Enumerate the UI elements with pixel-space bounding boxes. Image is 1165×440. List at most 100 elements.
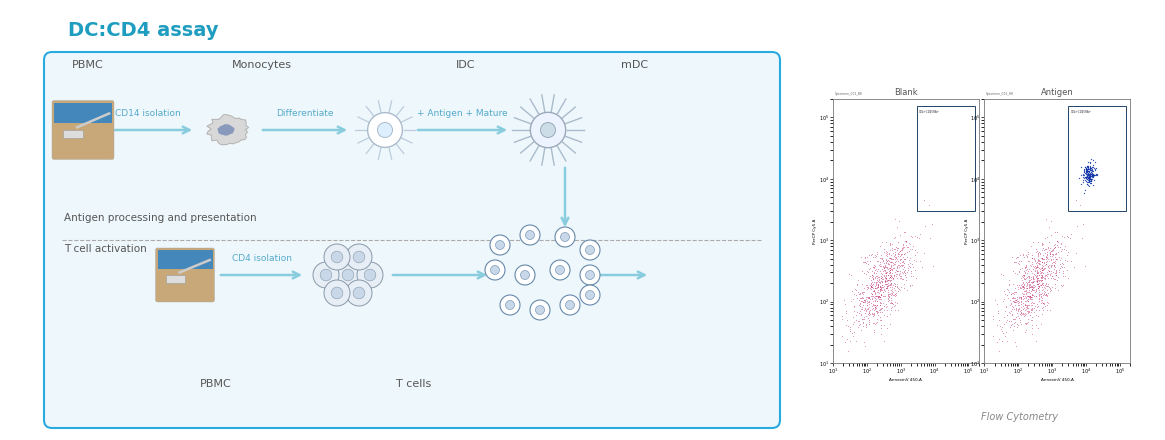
- Point: [896, 269, 915, 276]
- Point: [890, 271, 909, 279]
- Point: [867, 281, 885, 288]
- Text: + Antigen + Mature: + Antigen + Mature: [417, 109, 508, 118]
- Title: Antigen: Antigen: [1040, 88, 1074, 97]
- Point: [874, 275, 892, 282]
- Point: [875, 264, 894, 271]
- Point: [1011, 301, 1030, 308]
- Point: [1023, 275, 1042, 282]
- Point: [859, 282, 877, 289]
- Point: [881, 284, 899, 291]
- Point: [1039, 245, 1058, 252]
- Point: [1033, 270, 1052, 277]
- Point: [1026, 271, 1045, 279]
- Point: [878, 283, 897, 290]
- Point: [1015, 310, 1033, 317]
- Point: [1072, 164, 1090, 171]
- Point: [883, 267, 902, 274]
- Point: [890, 255, 909, 262]
- Point: [1032, 269, 1051, 276]
- Point: [1010, 304, 1029, 312]
- Point: [1022, 287, 1040, 294]
- Point: [1033, 273, 1052, 280]
- Point: [870, 302, 889, 309]
- Point: [1029, 253, 1047, 260]
- Point: [1037, 286, 1055, 293]
- Point: [1082, 164, 1101, 171]
- Point: [869, 295, 888, 302]
- Point: [1078, 162, 1096, 169]
- Point: [871, 275, 890, 282]
- Point: [866, 288, 884, 295]
- Point: [1026, 259, 1045, 266]
- Circle shape: [586, 290, 594, 300]
- Point: [860, 294, 878, 301]
- Point: [1043, 272, 1061, 279]
- Point: [1021, 296, 1039, 303]
- Point: [868, 284, 887, 291]
- Point: [1082, 175, 1101, 182]
- Circle shape: [580, 265, 600, 285]
- Point: [1009, 293, 1028, 301]
- Point: [890, 271, 909, 278]
- Point: [993, 337, 1011, 344]
- Point: [1016, 268, 1035, 275]
- Point: [1028, 262, 1046, 269]
- Point: [1011, 309, 1030, 316]
- Point: [849, 322, 868, 329]
- Point: [863, 288, 882, 295]
- Point: [855, 338, 874, 345]
- Point: [857, 253, 876, 260]
- Point: [1036, 285, 1054, 292]
- Point: [1036, 273, 1054, 280]
- Point: [885, 216, 904, 223]
- Point: [866, 301, 884, 308]
- Point: [1009, 305, 1028, 312]
- Point: [1018, 281, 1037, 288]
- Point: [863, 271, 882, 279]
- Point: [859, 295, 877, 302]
- Point: [1046, 228, 1065, 235]
- Point: [1075, 168, 1094, 175]
- Point: [1019, 274, 1038, 281]
- Point: [894, 258, 912, 265]
- Point: [880, 276, 898, 283]
- Point: [1040, 250, 1059, 257]
- Circle shape: [365, 269, 376, 281]
- Point: [878, 249, 897, 256]
- Point: [842, 330, 861, 337]
- Point: [1037, 246, 1055, 253]
- Point: [842, 298, 861, 305]
- Point: [1036, 264, 1054, 271]
- Point: [863, 272, 882, 279]
- Point: [1018, 319, 1037, 326]
- Point: [1011, 285, 1030, 292]
- Point: [875, 303, 894, 310]
- Point: [1044, 247, 1062, 254]
- Point: [1057, 247, 1075, 254]
- Point: [847, 312, 866, 319]
- Point: [1032, 267, 1051, 274]
- Point: [885, 299, 904, 306]
- Point: [849, 323, 868, 330]
- Point: [857, 305, 876, 312]
- Point: [873, 239, 891, 246]
- Point: [871, 252, 890, 259]
- Point: [857, 293, 876, 301]
- Point: [1048, 238, 1067, 245]
- Point: [878, 290, 897, 297]
- Point: [882, 279, 901, 286]
- Point: [867, 270, 885, 277]
- Point: [1078, 176, 1096, 183]
- Point: [988, 307, 1007, 314]
- Point: [1028, 261, 1046, 268]
- Point: [1028, 280, 1046, 287]
- Point: [836, 310, 855, 317]
- Point: [864, 287, 883, 294]
- Point: [882, 254, 901, 261]
- Point: [1083, 171, 1102, 178]
- Point: [1039, 300, 1058, 307]
- Point: [1087, 171, 1106, 178]
- Point: [867, 289, 885, 296]
- Point: [1079, 166, 1097, 173]
- Point: [1026, 266, 1045, 273]
